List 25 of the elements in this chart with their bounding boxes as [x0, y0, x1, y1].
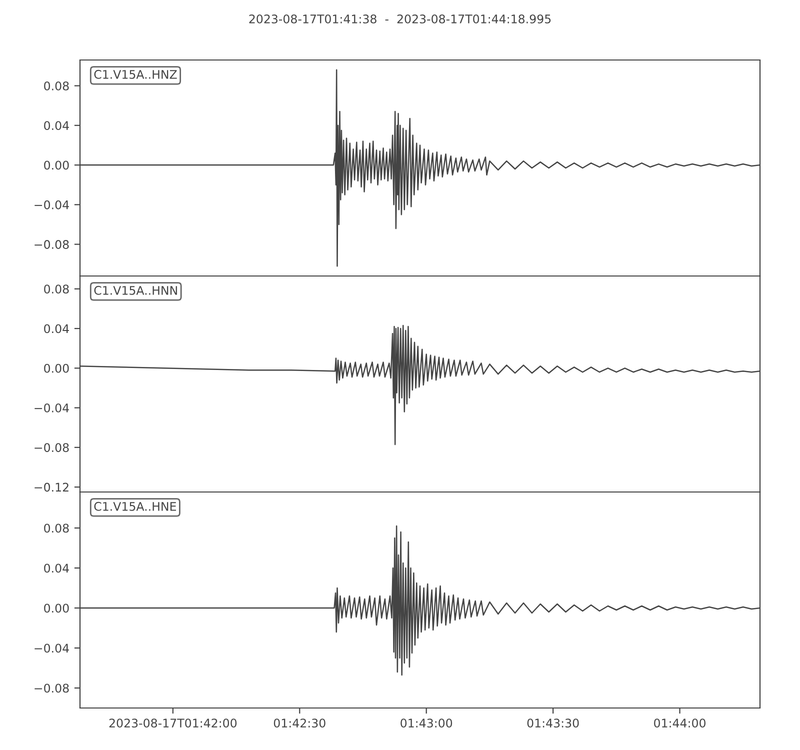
y-tick-label: 0.08 — [44, 284, 69, 294]
y-tick-label: 0.08 — [44, 524, 69, 533]
chart-title: 2023-08-17T01:41:38 - 2023-08-17T01:44:18.995 — [249, 14, 551, 24]
x-tick-label: 01:43:30 — [527, 718, 579, 728]
y-tick-label: −0.12 — [34, 482, 68, 492]
y-tick-label: −0.08 — [34, 684, 69, 693]
y-tick-label: −0.08 — [34, 240, 69, 249]
annotation: C1.V15A..HNZ — [94, 70, 177, 79]
y-tick-label: 0.04 — [44, 564, 69, 573]
y-tick-label: 0.04 — [44, 324, 69, 334]
x-tick-label: 2023-08-17T01:42:00 — [109, 718, 237, 728]
y-tick-label: 0.00 — [44, 364, 69, 373]
y-tick-label: 0.08 — [44, 81, 69, 90]
x-tick-label: 01:44:00 — [654, 718, 706, 728]
y-tick-label: −0.04 — [34, 644, 69, 653]
y-tick-label: −0.04 — [34, 200, 69, 210]
x-tick-label: 01:43:00 — [400, 718, 452, 728]
annotation: C1.V15A..HNN — [94, 286, 177, 295]
y-tick-label: −0.08 — [34, 443, 69, 452]
annotation: C1.V15A..HNE — [94, 502, 176, 511]
y-tick-label: 0.00 — [44, 604, 69, 613]
y-tick-label: 0.00 — [44, 160, 69, 170]
x-tick-label: 01:42:30 — [274, 718, 326, 728]
y-tick-label: 0.04 — [44, 121, 69, 130]
y-tick-label: −0.04 — [34, 404, 69, 412]
